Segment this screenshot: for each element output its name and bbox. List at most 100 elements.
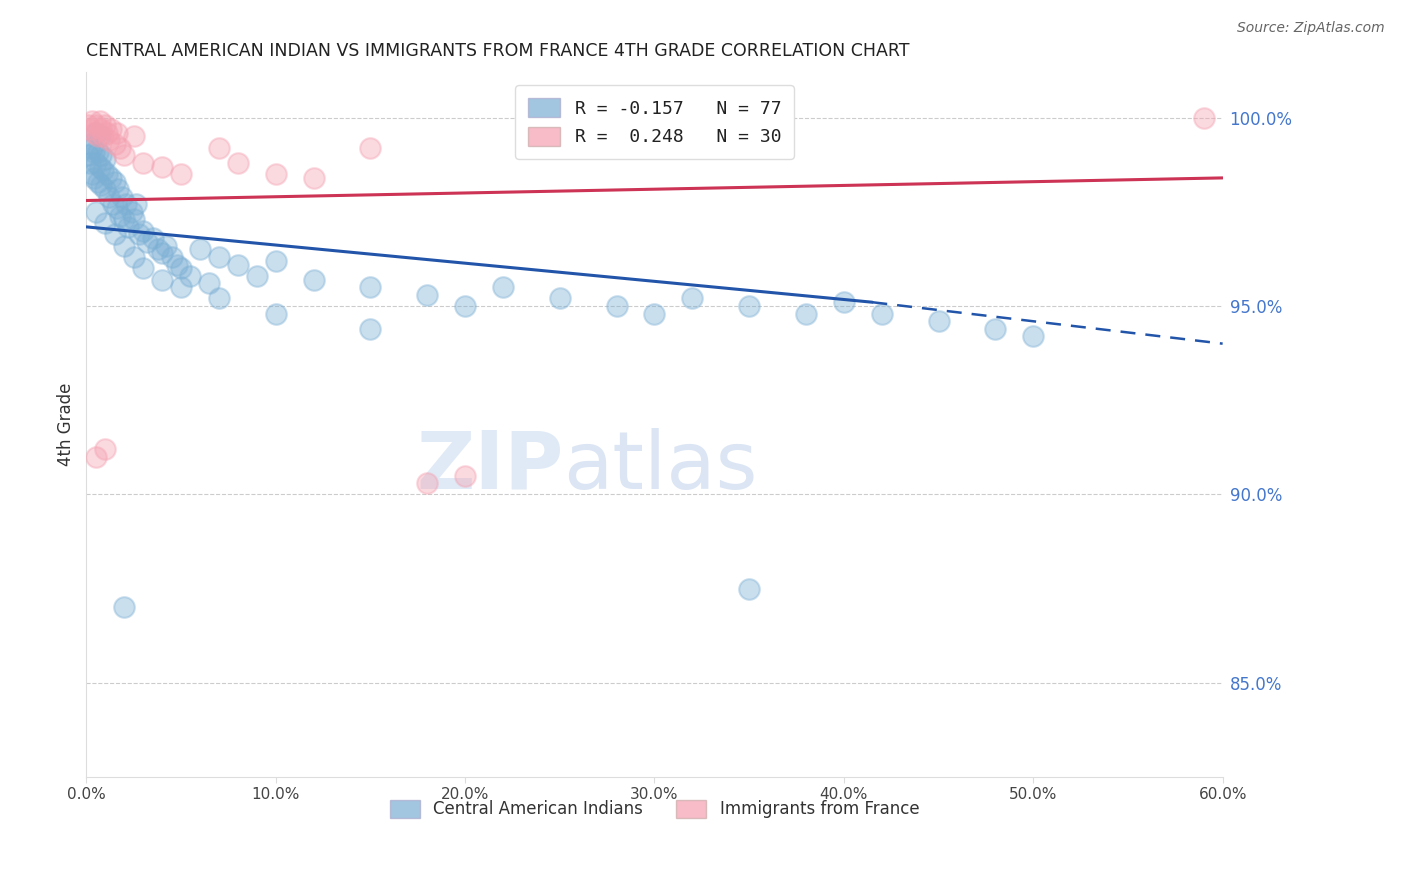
Point xyxy=(84,156,107,170)
Point xyxy=(643,306,665,320)
Legend: Central American Indians, Immigrants from France: Central American Indians, Immigrants fro… xyxy=(382,793,927,825)
Point xyxy=(132,156,155,170)
Point xyxy=(870,306,893,320)
Point xyxy=(96,167,118,181)
Point xyxy=(738,582,761,596)
Point xyxy=(359,280,381,294)
Point xyxy=(179,268,201,283)
Point xyxy=(302,272,325,286)
Point xyxy=(105,201,128,215)
Point xyxy=(928,314,950,328)
Point xyxy=(115,197,138,211)
Point xyxy=(84,126,107,140)
Point xyxy=(79,122,101,136)
Point xyxy=(984,321,1007,335)
Point xyxy=(132,261,155,276)
Point xyxy=(86,129,108,144)
Point xyxy=(86,145,108,159)
Point xyxy=(160,250,183,264)
Point xyxy=(142,231,165,245)
Point xyxy=(208,292,231,306)
Point xyxy=(112,148,135,162)
Point xyxy=(91,163,114,178)
Point xyxy=(80,114,103,128)
Point xyxy=(226,258,249,272)
Point xyxy=(83,170,105,185)
Point xyxy=(90,178,112,193)
Point xyxy=(454,468,477,483)
Point xyxy=(124,197,146,211)
Point xyxy=(122,129,145,144)
Point xyxy=(148,243,170,257)
Point xyxy=(112,238,135,252)
Point xyxy=(132,224,155,238)
Y-axis label: 4th Grade: 4th Grade xyxy=(58,383,75,467)
Point xyxy=(1022,329,1045,343)
Point xyxy=(98,133,121,147)
Point xyxy=(454,299,477,313)
Point xyxy=(1192,111,1215,125)
Point xyxy=(94,182,117,196)
Point xyxy=(416,287,439,301)
Point xyxy=(107,182,129,196)
Point xyxy=(128,227,150,242)
Point xyxy=(79,136,101,151)
Point xyxy=(150,246,173,260)
Point xyxy=(155,238,177,252)
Point xyxy=(794,306,817,320)
Point xyxy=(94,442,117,457)
Point xyxy=(91,129,114,144)
Point xyxy=(302,170,325,185)
Point xyxy=(104,175,127,189)
Point xyxy=(80,141,103,155)
Point xyxy=(188,243,211,257)
Point xyxy=(110,141,132,155)
Point xyxy=(246,268,269,283)
Point xyxy=(681,292,703,306)
Point xyxy=(170,280,193,294)
Point xyxy=(166,258,188,272)
Point xyxy=(89,129,111,144)
Point xyxy=(94,216,117,230)
Point xyxy=(117,219,139,234)
Point xyxy=(83,126,105,140)
Point xyxy=(111,190,134,204)
Point xyxy=(359,141,381,155)
Point xyxy=(150,160,173,174)
Point xyxy=(89,160,111,174)
Point xyxy=(738,299,761,313)
Point xyxy=(208,250,231,264)
Point xyxy=(150,272,173,286)
Point xyxy=(121,204,143,219)
Point xyxy=(96,126,118,140)
Point xyxy=(122,212,145,227)
Text: Source: ZipAtlas.com: Source: ZipAtlas.com xyxy=(1237,21,1385,35)
Point xyxy=(86,175,108,189)
Point xyxy=(122,250,145,264)
Point xyxy=(606,299,628,313)
Point xyxy=(832,295,855,310)
Point xyxy=(100,170,122,185)
Point xyxy=(94,152,117,166)
Point xyxy=(492,280,515,294)
Point xyxy=(98,190,121,204)
Point xyxy=(84,204,107,219)
Point xyxy=(264,306,287,320)
Point xyxy=(264,167,287,181)
Point xyxy=(170,261,193,276)
Point xyxy=(198,277,221,291)
Point xyxy=(135,235,157,249)
Point xyxy=(548,292,571,306)
Text: ZIP: ZIP xyxy=(416,428,564,506)
Point xyxy=(105,126,128,140)
Point xyxy=(416,476,439,491)
Point xyxy=(104,227,127,242)
Point xyxy=(80,167,103,181)
Point xyxy=(104,136,127,151)
Point xyxy=(112,212,135,227)
Point xyxy=(208,141,231,155)
Point xyxy=(90,122,112,136)
Point xyxy=(100,122,122,136)
Text: atlas: atlas xyxy=(564,428,758,506)
Point xyxy=(83,145,105,159)
